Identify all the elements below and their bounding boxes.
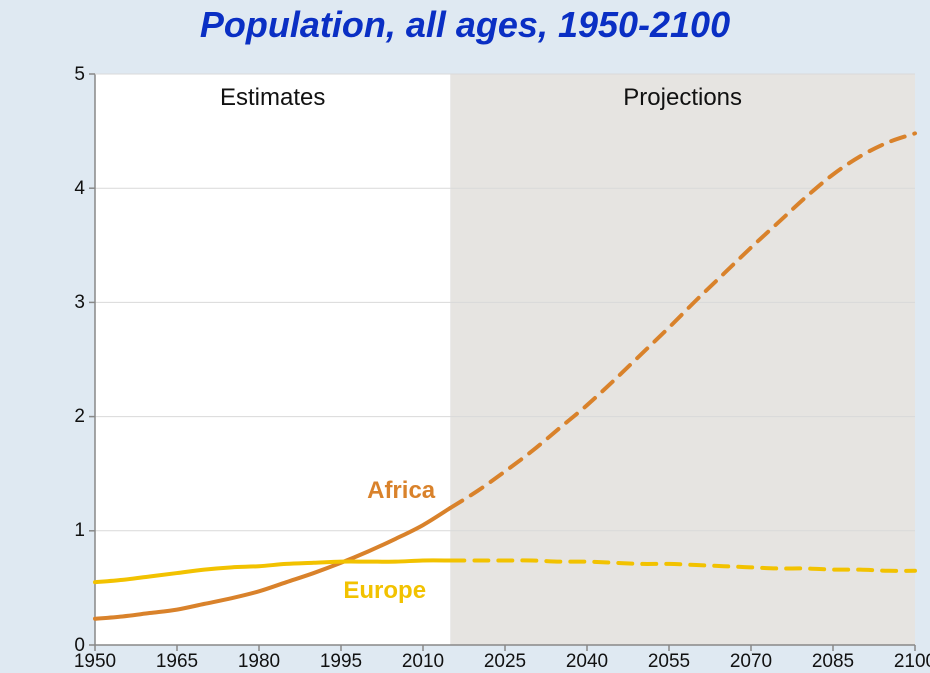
region-label-projections: Projections	[623, 84, 742, 112]
y-tick-label: 2	[74, 406, 85, 428]
y-tick-label: 4	[74, 178, 85, 200]
projections-region	[450, 74, 915, 645]
series-label-africa: Africa	[367, 477, 435, 505]
estimates-region	[95, 74, 450, 645]
y-tick-label: 5	[74, 64, 85, 86]
y-tick-label: 1	[74, 520, 85, 542]
region-label-estimates: Estimates	[220, 84, 325, 112]
chart-title: Population, all ages, 1950-2100	[0, 4, 930, 46]
series-label-europe: Europe	[343, 577, 426, 605]
chart-plot-area	[95, 74, 915, 645]
y-tick-label: 3	[74, 292, 85, 314]
